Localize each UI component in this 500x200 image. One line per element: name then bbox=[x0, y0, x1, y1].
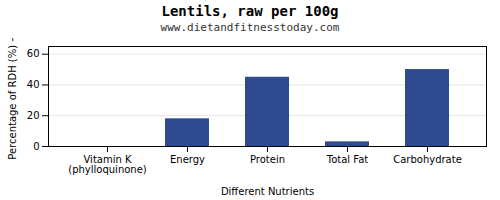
svg-text:Energy: Energy bbox=[170, 154, 205, 165]
svg-text:Carbohydrate: Carbohydrate bbox=[393, 154, 462, 165]
html-text:www.dietandfitnesstoday.com: www.dietandfitnesstoday.com bbox=[160, 21, 340, 34]
svg-text:0: 0 bbox=[33, 141, 39, 152]
html-text:Lentils, raw per 100g: Lentils, raw per 100g bbox=[161, 3, 339, 19]
svg-text:Percentage of RDH (%) →: Percentage of RDH (%) → bbox=[7, 38, 18, 160]
svg-text:Vitamin K(phylloquinone): Vitamin K(phylloquinone) bbox=[68, 154, 147, 175]
svg-text:Different Nutrients: Different Nutrients bbox=[221, 186, 314, 197]
svg-text:Protein: Protein bbox=[250, 154, 285, 165]
svg-text:60: 60 bbox=[27, 48, 40, 59]
svg-text:Total Fat: Total Fat bbox=[326, 154, 368, 165]
svg-text:40: 40 bbox=[27, 79, 40, 90]
svg-text:20: 20 bbox=[27, 110, 40, 121]
